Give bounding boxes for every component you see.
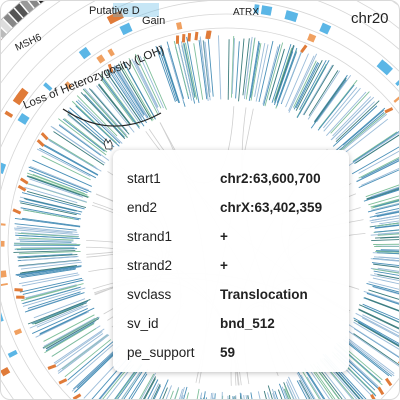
tooltip-value: Translocation <box>220 287 308 302</box>
tooltip-row-sv_id: sv_id bnd_512 <box>127 309 349 338</box>
sv-tooltip: start1 chr2:63,600,700 end2 chrX:63,402,359… <box>113 150 349 372</box>
label-atrx: ATRX <box>233 7 259 18</box>
tooltip-value: chr2:63,600,700 <box>220 171 321 186</box>
tooltip-row-end2: end2 chrX:63,402,359 <box>127 193 349 222</box>
tooltip-value: bnd_512 <box>220 316 275 331</box>
tooltip-key: strand2 <box>127 258 173 273</box>
tooltip-value: + <box>220 229 228 244</box>
tooltip-value: chrX:63,402,359 <box>220 200 323 215</box>
tooltip-key: pe_support <box>127 345 195 360</box>
label-putative: Putative D <box>89 5 140 17</box>
tooltip-value: + <box>220 258 228 273</box>
pointer-cursor-icon <box>103 138 113 150</box>
putative-highlight <box>113 3 159 17</box>
sv-lines <box>12 30 399 399</box>
tooltip-key: end2 <box>127 200 158 215</box>
tooltip-row-strand1: strand1 + <box>127 222 349 251</box>
tooltip-key: start1 <box>127 171 161 186</box>
tooltip-row-start1: start1 chr2:63,600,700 <box>127 164 349 193</box>
tooltip-row-svclass: svclass Translocation <box>127 280 349 309</box>
label-gain: Gain <box>142 15 165 27</box>
highlighted-link <box>62 108 162 127</box>
tooltip-key: svclass <box>127 287 172 302</box>
tooltip-key: strand1 <box>127 229 173 244</box>
tooltip-key: sv_id <box>127 316 159 331</box>
tooltip-row-pe_support: pe_support 59 <box>127 338 349 367</box>
tooltip-row-strand2: strand2 + <box>127 251 349 280</box>
label-chromosome: chr20 <box>351 10 389 27</box>
tooltip-value: 59 <box>220 345 236 360</box>
